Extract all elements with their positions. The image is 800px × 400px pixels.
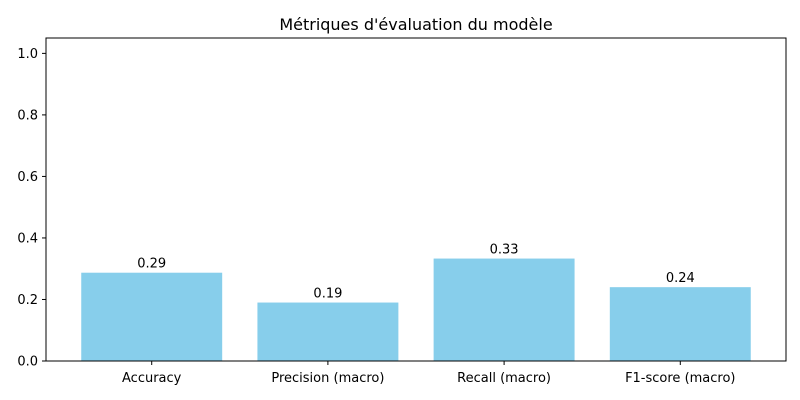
y-tick-label: 0.4 [17,231,38,246]
bar-value-label: 0.29 [137,257,166,272]
y-tick-label: 1.0 [17,47,38,62]
x-tick-label: Accuracy [122,371,182,386]
bar-f1-score-macro [609,287,751,361]
plot-frame [45,37,787,362]
bar-recall-macro [433,258,575,361]
bars-layer: 0.29 0.19 0.33 0.24 [81,243,751,361]
axes-layer: Accuracy Precision (macro) Recall (macro) F… [17,37,787,386]
x-tick-label: Recall (macro) [457,371,551,386]
y-tick-label: 0.2 [17,293,38,308]
chart-title: Métriques d'évaluation du modèle [279,15,552,34]
bar-value-label: 0.24 [666,271,695,286]
y-tick-label: 0.0 [17,355,38,370]
y-tick-label: 0.8 [17,108,38,123]
x-tick-label: Precision (macro) [271,371,384,386]
bar-value-label: 0.19 [313,287,342,302]
bar-accuracy [81,272,223,361]
y-tick-label: 0.6 [17,170,38,185]
bar-value-label: 0.33 [490,243,519,258]
bar-precision-macro [257,302,399,361]
x-tick-label: F1-score (macro) [625,371,735,386]
